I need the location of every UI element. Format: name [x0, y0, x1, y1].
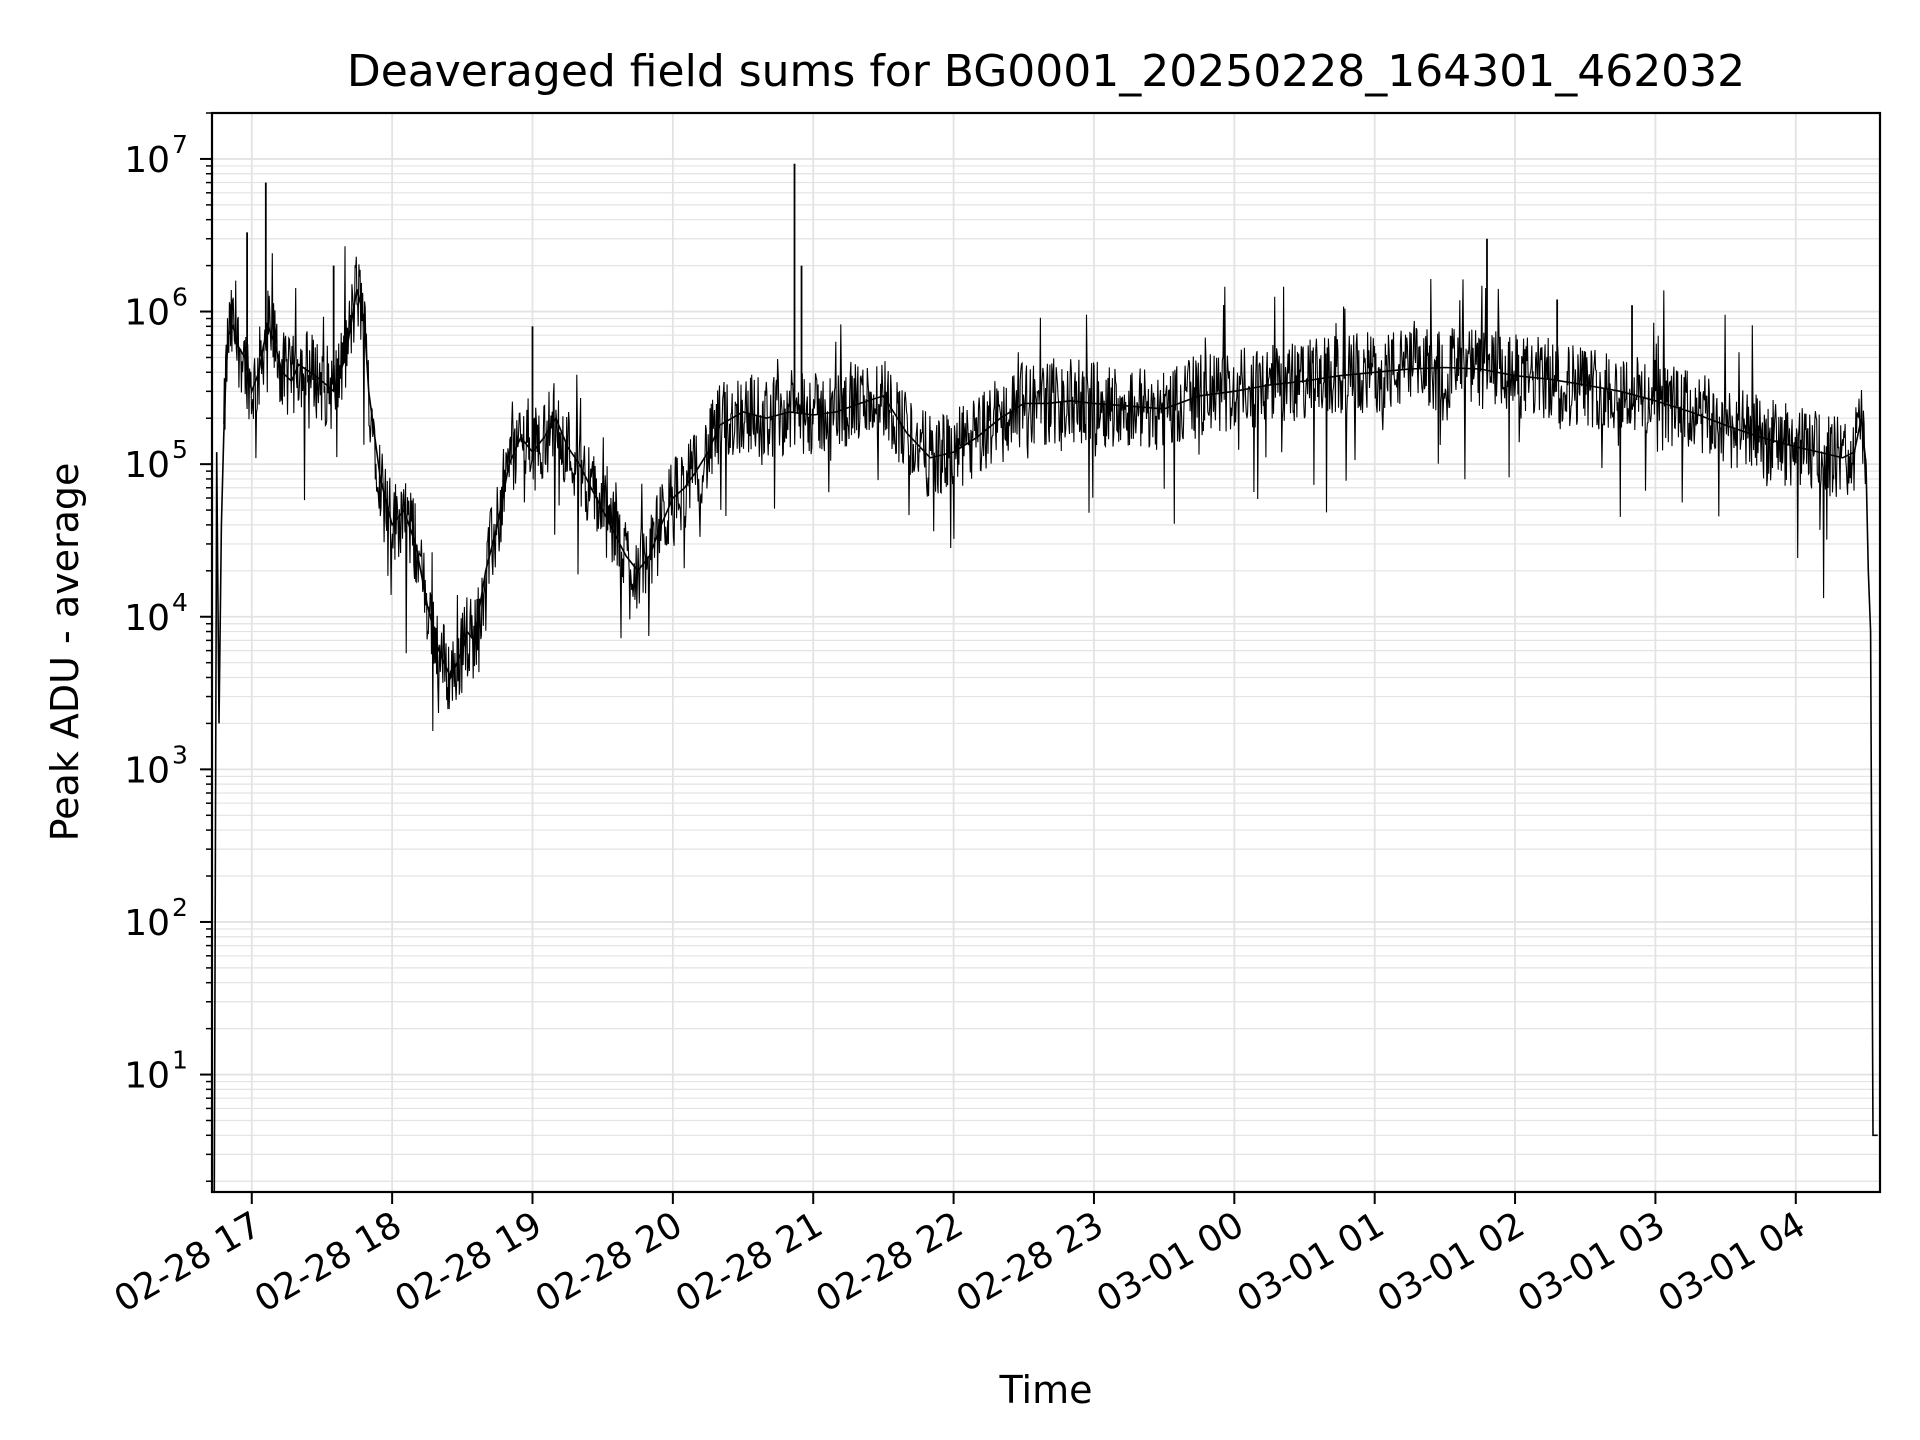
data-spikes — [246, 163, 1633, 453]
y-tick-label-exponent: 1 — [172, 1046, 188, 1075]
y-tick-label-exponent: 2 — [172, 893, 188, 922]
data-line-noise — [223, 246, 1867, 732]
y-tick-label-exponent: 4 — [172, 588, 188, 617]
x-axis-label: Time — [999, 1368, 1093, 1412]
y-axis-label: Peak ADU - average — [43, 463, 87, 842]
chart-title: Deaveraged field sums for BG0001_2025022… — [347, 46, 1745, 97]
y-tick-label-base: 10 — [124, 598, 170, 639]
data-line — [213, 289, 1878, 1193]
y-tick-label-exponent: 3 — [172, 740, 188, 769]
grid — [212, 112, 1880, 1192]
y-tick-label-base: 10 — [124, 903, 170, 944]
y-tick-label-base: 10 — [124, 445, 170, 486]
plot-frame — [210, 111, 1882, 1194]
y-tick-label-exponent: 6 — [172, 283, 188, 312]
y-tick-label-base: 10 — [124, 1056, 170, 1097]
y-tick-label-base: 10 — [124, 140, 170, 181]
y-tick-label-exponent: 5 — [172, 435, 188, 464]
data-line-noise-path — [223, 246, 1867, 732]
y-tick-label-base: 10 — [124, 750, 170, 791]
y-tick-label-exponent: 7 — [172, 130, 188, 159]
y-tick-label-base: 10 — [124, 293, 170, 334]
